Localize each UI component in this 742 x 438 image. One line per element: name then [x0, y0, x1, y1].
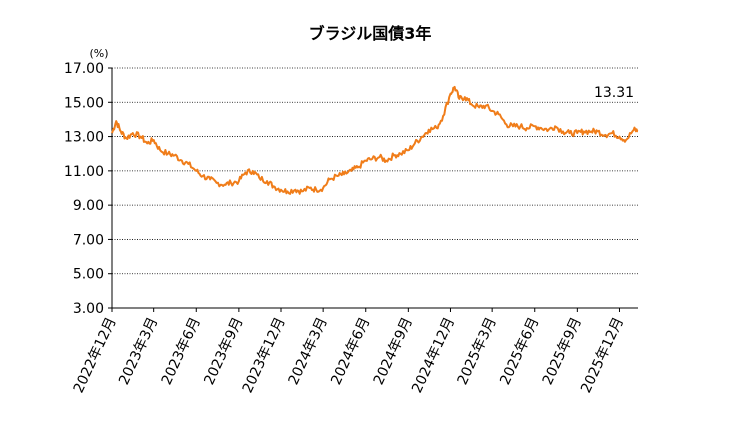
y-tick-label: 3.00: [73, 301, 104, 317]
x-tick-label: 2022年12月: [71, 315, 120, 396]
x-tick-label: 2025年9月: [540, 315, 585, 388]
y-tick-label: 15.00: [64, 95, 104, 111]
x-tick-label: 2025年3月: [455, 315, 500, 388]
y-tick-label: 11.00: [64, 164, 104, 180]
x-tick-label: 2025年12月: [578, 315, 627, 396]
grid-lines: [112, 67, 638, 275]
axes: [108, 67, 638, 312]
y-tick-label: 17.00: [64, 61, 104, 77]
y-tick-label: 13.00: [64, 130, 104, 146]
series-layer: [111, 85, 639, 195]
x-tick-labels: 2022年12月2023年3月2023年6月2023年9月2023年12月202…: [71, 315, 627, 396]
y-unit-label: (%): [89, 47, 108, 60]
x-tick-label: 2023年9月: [201, 315, 246, 388]
last-value-label: 13.31: [594, 85, 634, 101]
x-tick-label: 2025年6月: [497, 315, 542, 388]
y-tick-labels: 3.00 5.00 7.00 9.00 11.00 13.00 15.00 17.00: [64, 61, 104, 317]
x-tick-label: 2023年12月: [240, 315, 289, 396]
y-tick-label: 7.00: [73, 232, 104, 248]
y-tick-label: 5.00: [73, 267, 104, 283]
x-tick-label: 2023年6月: [159, 315, 204, 388]
chart-title: ブラジル国債3年: [309, 24, 432, 43]
x-tick-label: 2024年9月: [371, 315, 416, 388]
x-tick-label: 2024年12月: [409, 315, 458, 396]
y-tick-label: 9.00: [73, 198, 104, 214]
series-line-0: [111, 85, 639, 195]
x-tick-label: 2024年3月: [286, 315, 331, 388]
x-tick-label: 2024年6月: [328, 315, 373, 388]
x-tick-label: 2023年3月: [116, 315, 161, 388]
